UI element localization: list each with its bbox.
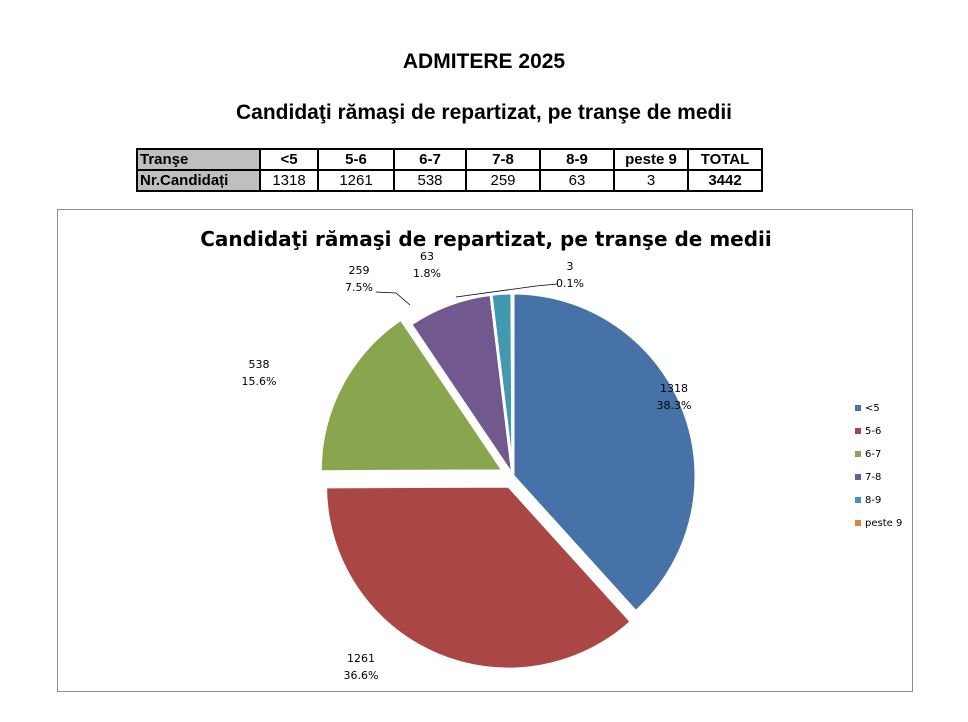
pie-slice-5-6	[324, 484, 634, 671]
page-subtitle: Candidaţi rămaşi de repartizat, pe tranş…	[236, 101, 732, 124]
pie-chart: Candidaţi rămaşi de repartizat, pe tranş…	[200, 227, 902, 682]
table-cell-7-8: 259	[465, 169, 541, 192]
table-header-row: Tranşe <5 5-6 6-7 7-8 8-9 peste 9 TOTAL	[136, 148, 763, 171]
data-label-value-6-7: 538	[249, 358, 270, 371]
legend-swatch-6-7	[855, 451, 861, 457]
legend-swatch-peste-9	[855, 520, 861, 526]
data-label-percent-6-7: 15.6%	[242, 375, 277, 388]
table-col-total: TOTAL	[687, 148, 763, 171]
table-row: Nr.Candidați 1318 1261 538 259 63 3 3442	[136, 169, 763, 192]
legend-swatch-8-9	[855, 497, 861, 503]
pie-slice-lt5	[511, 291, 698, 614]
legend-label-lt5: <5	[865, 403, 880, 414]
table-row-label: Nr.Candidați	[136, 169, 261, 192]
data-label-value-lt5: 1318	[660, 382, 688, 395]
table-cell-8-9: 63	[539, 169, 615, 192]
data-label-value-5-6: 1261	[347, 652, 375, 665]
table-col-8-9: 8-9	[539, 148, 615, 171]
page-title: ADMITERE 2025	[402, 50, 566, 73]
table-cell-lt5: 1318	[259, 169, 319, 192]
table-col-peste-9: peste 9	[613, 148, 689, 171]
data-label-percent-7-8: 7.5%	[345, 281, 373, 294]
data-label-value-7-8: 259	[349, 264, 370, 277]
data-label-percent-lt5: 38.3%	[657, 399, 692, 412]
data-label-percent-8-9: 1.8%	[413, 267, 441, 280]
legend-label-5-6: 5-6	[865, 426, 881, 437]
table-col-5-6: 5-6	[317, 148, 395, 171]
legend-swatch-5-6	[855, 428, 861, 434]
table-cell-5-6: 1261	[317, 169, 395, 192]
pie-slice-peste-9	[510, 291, 515, 477]
chart-frame: Candidaţi rămaşi de repartizat, pe tranş…	[57, 209, 913, 692]
table-cell-total: 3442	[687, 169, 763, 192]
table-cell-peste-9: 3	[613, 169, 689, 192]
table-col-6-7: 6-7	[393, 148, 467, 171]
table-header-label: Tranşe	[136, 148, 261, 171]
summary-table: Tranşe <5 5-6 6-7 7-8 8-9 peste 9 TOTAL …	[136, 148, 763, 192]
legend-label-8-9: 8-9	[865, 495, 881, 506]
table-cell-6-7: 538	[393, 169, 467, 192]
legend-label-peste-9: peste 9	[865, 518, 902, 529]
leader-line-7-8	[375, 291, 411, 306]
legend-label-7-8: 7-8	[865, 472, 881, 483]
legend-label-6-7: 6-7	[865, 449, 881, 460]
table-col-lt5: <5	[259, 148, 319, 171]
chart-title: Candidaţi rămaşi de repartizat, pe tranş…	[200, 227, 772, 251]
leader-line-peste-9	[455, 283, 558, 298]
data-label-value-8-9: 63	[420, 250, 434, 263]
table-col-7-8: 7-8	[465, 148, 541, 171]
data-label-percent-peste-9: 0.1%	[556, 277, 584, 290]
pie-slice-6-7	[318, 317, 507, 474]
data-label-value-peste-9: 3	[567, 260, 574, 273]
data-label-percent-5-6: 36.6%	[344, 669, 379, 682]
legend-swatch-7-8	[855, 474, 861, 480]
legend-swatch-lt5	[855, 405, 861, 411]
